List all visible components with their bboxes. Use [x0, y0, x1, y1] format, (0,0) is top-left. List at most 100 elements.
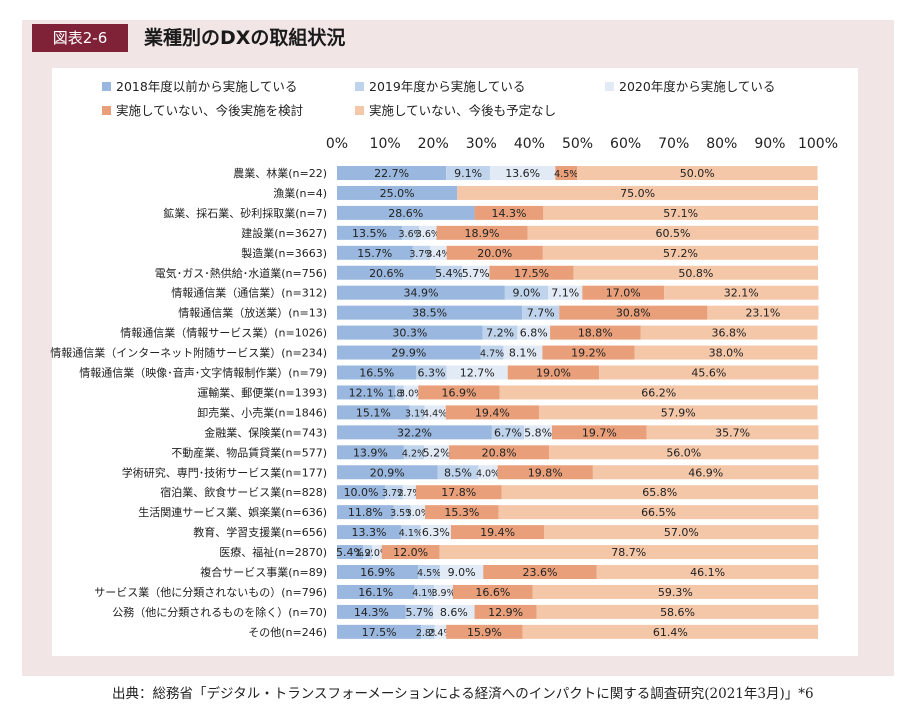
data-label: 57.2% [663, 247, 698, 260]
bar-segment [437, 465, 479, 480]
bar-segment [337, 305, 523, 320]
bar-segment [425, 505, 499, 520]
data-label: 4.0% [476, 468, 500, 479]
bar-segment [419, 225, 437, 240]
data-label: 17.5% [514, 267, 549, 280]
x-tick-label: 60% [610, 136, 641, 152]
category-label: 医療、福祉(n=2870) [219, 545, 327, 559]
bar-segment [527, 225, 819, 240]
category-label: 情報通信業（インターネット附随サービス業）(n=234) [50, 346, 327, 360]
data-label: 2.4% [428, 628, 452, 639]
data-label: 57.0% [664, 526, 699, 539]
data-label: 56.0% [666, 446, 701, 459]
data-label: 57.1% [663, 207, 698, 220]
data-label: 9.0% [448, 566, 476, 579]
bar-segment [409, 405, 425, 420]
data-label: 35.7% [715, 426, 750, 439]
legend-item-4: 実施していない、今後も予定なし [355, 103, 556, 119]
data-label: 17.0% [606, 287, 641, 300]
bar-segment [522, 624, 818, 639]
data-label: 18.9% [465, 227, 500, 240]
bar-segment [501, 485, 818, 500]
bar-segment [524, 425, 553, 440]
data-label: 66.2% [641, 386, 676, 399]
bar-segment [480, 345, 504, 360]
data-label: 8.1% [509, 347, 537, 360]
legend-swatch-1 [355, 82, 364, 91]
bar-segment [402, 485, 416, 500]
bar-segment [337, 365, 417, 380]
data-label: 12.9% [488, 606, 523, 619]
data-label: 19.0% [536, 367, 571, 380]
legend-label-4: 実施していない、今後も予定なし [369, 103, 557, 118]
bar-segment [439, 565, 484, 579]
x-tick-label: 10% [370, 136, 401, 152]
data-label: 6.3% [422, 526, 450, 539]
data-label: 8.6% [440, 606, 468, 619]
bar-segment [337, 345, 481, 360]
data-label: 8.5% [444, 466, 472, 479]
bar-segment [522, 305, 560, 320]
bar-segment [337, 285, 505, 300]
data-label: 25.0% [380, 187, 415, 200]
bar-segment [489, 166, 556, 180]
bar-segment [536, 604, 819, 619]
data-label: 20.6% [369, 267, 404, 280]
bar-segment [552, 425, 647, 440]
category-label: 情報通信業（放送業）(n=13) [178, 306, 327, 320]
data-label: 3.7% [382, 488, 406, 499]
bar-segment [337, 185, 458, 200]
data-label: 19.7% [582, 426, 617, 439]
data-label: 14.3% [491, 207, 526, 220]
figure-number-badge: 図表2-6 [32, 24, 128, 52]
category-label: その他(n=246) [248, 626, 327, 639]
bar-segment [381, 545, 440, 560]
data-label: 32.1% [724, 287, 759, 300]
data-label: 78.7% [611, 546, 646, 559]
data-label: 20.0% [477, 247, 512, 260]
bar-segment [573, 265, 818, 280]
bar-segment [482, 325, 518, 340]
bar-segment [337, 425, 492, 440]
bar-segment [559, 305, 708, 320]
bar-segment [337, 624, 422, 639]
bar-segment [478, 465, 498, 480]
bar-segment [542, 345, 635, 360]
bar-segment [337, 445, 404, 460]
data-label: 58.6% [660, 606, 695, 619]
category-label: 建設業(n=3627) [241, 226, 327, 240]
bar-segment [542, 245, 818, 260]
category-label: 宿泊業、飲食サービス業(n=828) [160, 485, 327, 499]
data-label: 60.5% [656, 227, 691, 240]
bar-segment [549, 445, 819, 460]
bar-segment [539, 405, 818, 420]
legend-item-0: 2018年度以前から実施している [102, 79, 297, 95]
data-label: 6.7% [494, 426, 522, 439]
x-tick-label: 40% [514, 136, 545, 152]
bar-segment [337, 584, 415, 599]
data-label: 45.6% [691, 367, 726, 380]
category-label: 電気･ガス･熱供給･水道業(n=756) [155, 266, 327, 280]
data-label: 57.9% [661, 406, 696, 419]
data-label: 13.6% [505, 167, 540, 180]
data-label: 20.9% [370, 466, 405, 479]
bar-segment [337, 166, 447, 180]
data-label: 46.9% [688, 466, 723, 479]
data-label: 23.1% [745, 307, 780, 320]
bar-segment [420, 525, 451, 540]
bar-segment [337, 405, 410, 420]
bar-segment [446, 624, 523, 639]
bar-segment [550, 325, 641, 340]
bar-segment [424, 445, 450, 460]
data-label: 6.3% [418, 367, 446, 380]
category-label: 鉱業、採石業、砂利採取業(n=7) [163, 206, 327, 220]
data-label: 7.7% [527, 307, 555, 320]
bar-segment [457, 185, 818, 200]
data-label: 4.4% [423, 408, 447, 419]
bar-segment [436, 225, 528, 240]
bar-segment [337, 265, 437, 280]
legend-label-3: 実施していない、今後実施を検討 [116, 103, 304, 118]
bar-segment [452, 584, 533, 599]
data-label: 30.8% [616, 307, 651, 320]
data-label: 9.0% [513, 287, 541, 300]
